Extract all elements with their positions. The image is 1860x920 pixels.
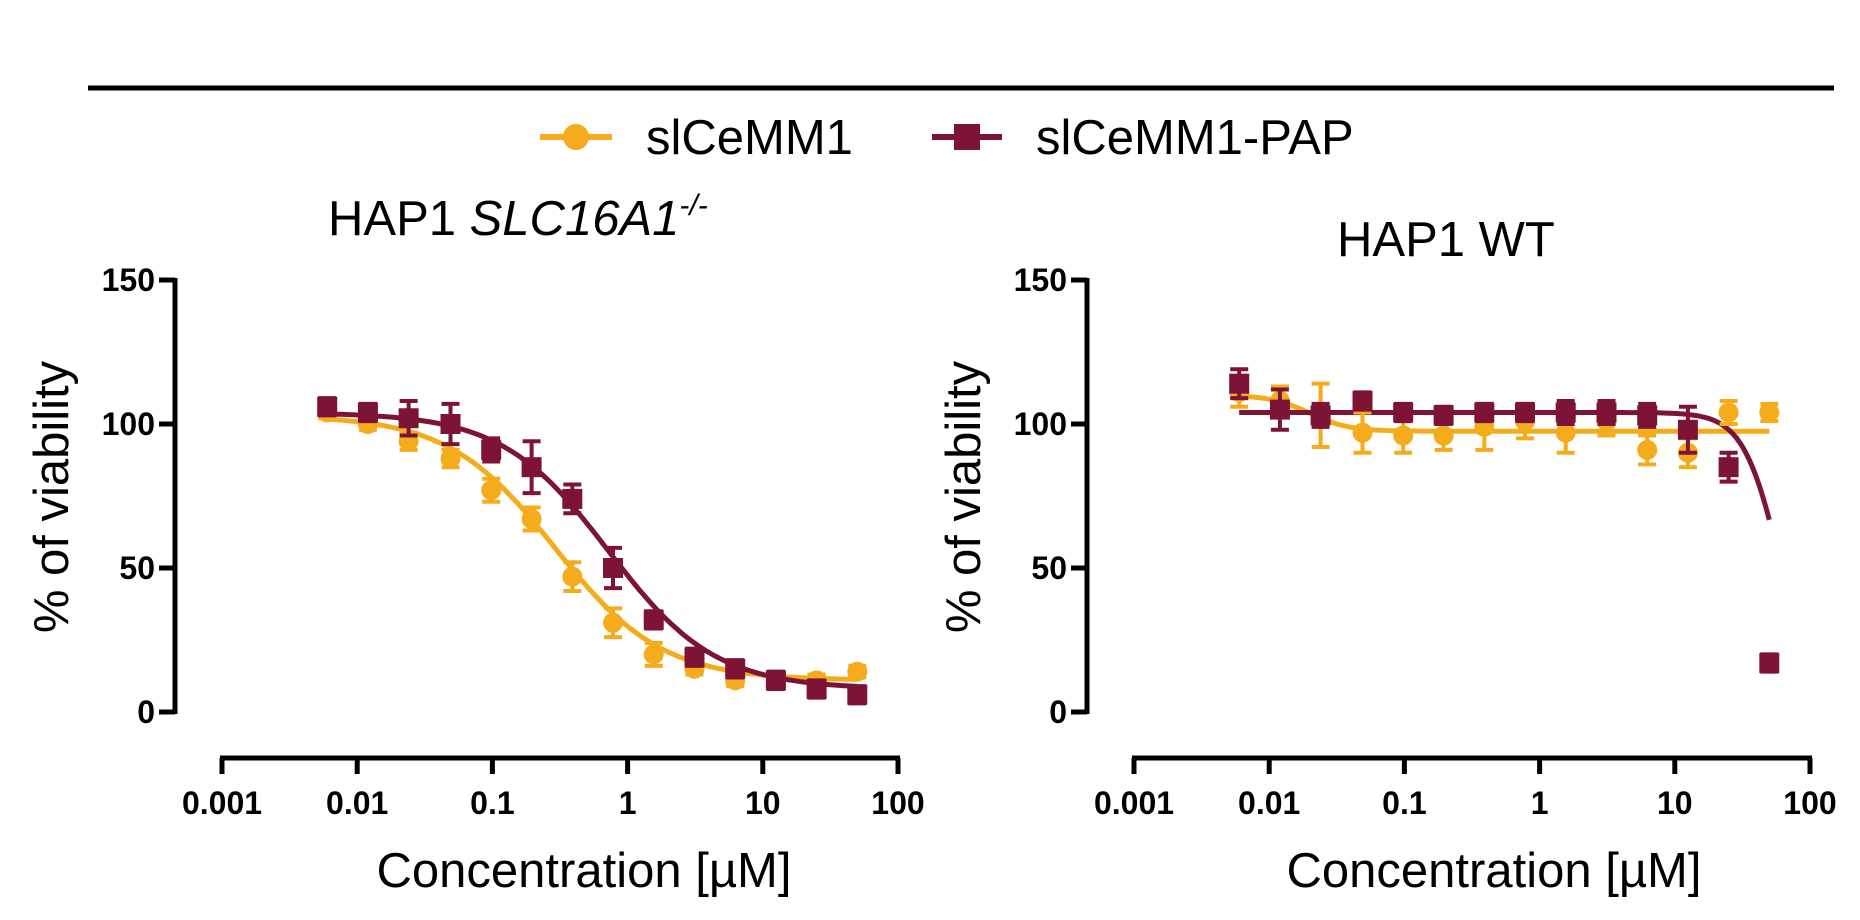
x-tick-label-left: 1: [619, 785, 637, 821]
data-point-slcemm1-pap-right: [1555, 402, 1576, 423]
data-point-slcemm1-pap-left: [765, 670, 786, 691]
y-tick-label-left: 150: [102, 262, 155, 298]
data-point-slcemm1-left: [481, 480, 502, 501]
legend-marker-slcemm1-pap: [954, 124, 980, 150]
data-point-slcemm1-right: [1352, 422, 1373, 443]
data-point-slcemm1-right: [1555, 422, 1576, 443]
panel-title-right-text: HAP1 WT: [1337, 213, 1555, 267]
data-point-slcemm1-pap-left: [684, 647, 705, 668]
x-tick-label-right: 0.001: [1094, 785, 1174, 821]
data-point-slcemm1-left: [562, 566, 583, 587]
x-tick-label-right: 10: [1657, 785, 1693, 821]
data-point-slcemm1-pap-right: [1269, 399, 1290, 420]
data-point-slcemm1-pap-right: [1229, 373, 1250, 394]
data-points-right: [1229, 367, 1780, 674]
x-tick-label-right: 100: [1783, 785, 1836, 821]
data-point-slcemm1-pap-left: [317, 396, 338, 417]
x-axis-title-right: Concentration [µM]: [1287, 844, 1702, 898]
y-tick-label-left: 100: [102, 406, 155, 442]
legend-marker-slcemm1: [563, 124, 589, 150]
y-tick-label-right: 0: [1049, 694, 1067, 730]
x-tick-label-left: 0.1: [470, 785, 514, 821]
data-point-slcemm1-pap-right: [1515, 402, 1536, 423]
data-point-slcemm1-pap-right: [1718, 457, 1739, 478]
data-point-slcemm1-pap-left: [398, 408, 419, 429]
fit-curve-slcemm1-left: [326, 416, 858, 682]
y-tick-label-right: 100: [1014, 406, 1067, 442]
y-tick-label-left: 50: [119, 550, 155, 586]
data-point-slcemm1-left: [643, 644, 664, 665]
legend-item-slcemm1: slCeMM1: [540, 111, 853, 165]
data-point-slcemm1-pap-left: [806, 678, 827, 699]
y-axis-title-left: % of viability: [25, 360, 79, 633]
data-point-slcemm1-pap-right: [1310, 405, 1331, 426]
data-point-slcemm1-right: [1637, 439, 1658, 460]
data-point-slcemm1-pap-right: [1596, 402, 1617, 423]
panel-title-left: HAP1 SLC16A1-/-: [328, 189, 708, 246]
x-tick-label-left: 0.001: [182, 785, 262, 821]
data-point-slcemm1-pap-left: [603, 558, 624, 578]
y-axis-right: 0 50 100 150: [1014, 262, 1090, 730]
data-point-slcemm1-left: [521, 509, 542, 530]
data-point-slcemm1-pap-left: [643, 609, 664, 630]
data-points-left: [317, 396, 868, 706]
panel-title-left-prefix: HAP1: [328, 192, 470, 246]
data-point-slcemm1-pap-left: [481, 439, 502, 460]
x-axis-title-left: Concentration [µM]: [377, 844, 792, 898]
data-point-slcemm1-pap-left: [725, 658, 746, 679]
data-point-slcemm1-pap-right: [1637, 405, 1658, 426]
data-point-slcemm1-left: [603, 612, 624, 633]
data-point-slcemm1-right: [1759, 402, 1780, 423]
x-tick-label-left: 10: [745, 785, 781, 821]
x-tick-label-right: 0.1: [1382, 785, 1426, 821]
data-point-slcemm1-pap-left: [562, 488, 583, 509]
data-point-slcemm1-pap-right: [1352, 390, 1373, 411]
data-point-slcemm1-pap-left: [440, 414, 461, 434]
legend-label-slcemm1: slCeMM1: [646, 111, 853, 165]
legend-item-slcemm1-pap: slCeMM1-PAP: [932, 111, 1354, 165]
data-point-slcemm1-pap-left: [847, 684, 868, 705]
fit-curve-slcemm1-pap-left: [327, 411, 858, 689]
y-tick-label-right: 150: [1014, 262, 1067, 298]
legend: slCeMM1 slCeMM1-PAP: [540, 111, 1354, 165]
data-point-slcemm1-pap-right: [1677, 419, 1698, 440]
chart-panel-left: HAP1 SLC16A1-/- 0 50 100 150 0.001 0.01 0.1 1 1…: [25, 189, 925, 898]
y-axis-title-right: % of viability: [937, 360, 991, 633]
x-axis-right: 0.001 0.01 0.1 1 10 100: [1094, 755, 1837, 821]
data-point-slcemm1-left: [847, 661, 868, 682]
data-point-slcemm1-right: [1433, 425, 1454, 446]
data-point-slcemm1-pap-right: [1433, 405, 1454, 426]
chart-panel-right: HAP1 WT 0 50 100 150 0.001 0.01 0.1 1 10 100 % o…: [937, 213, 1837, 898]
panel-title-right: HAP1 WT: [1337, 213, 1555, 267]
data-point-slcemm1-right: [1718, 402, 1739, 423]
data-point-slcemm1-pap-right: [1474, 402, 1495, 423]
fit-curves-left: [326, 411, 858, 689]
panel-title-left-superscript: -/-: [679, 189, 707, 222]
x-tick-label-right: 0.01: [1238, 785, 1300, 821]
data-point-slcemm1-pap-left: [521, 457, 542, 478]
y-axis-left: 0 50 100 150: [102, 262, 178, 730]
panel-title-left-gene: SLC16A1: [470, 192, 680, 246]
y-tick-label-right: 50: [1031, 550, 1067, 586]
x-axis-left: 0.001 0.01 0.1 1 10 100: [182, 755, 925, 821]
data-point-slcemm1-right: [1393, 425, 1414, 446]
x-tick-label-left: 100: [871, 785, 924, 821]
data-point-slcemm1-pap-right: [1759, 653, 1780, 674]
x-tick-label-right: 1: [1531, 785, 1549, 821]
x-tick-label-left: 0.01: [326, 785, 388, 821]
data-point-slcemm1-pap-right: [1393, 402, 1414, 423]
data-point-slcemm1-left: [440, 448, 461, 469]
legend-label-slcemm1-pap: slCeMM1-PAP: [1036, 111, 1354, 165]
data-point-slcemm1-pap-left: [357, 402, 378, 423]
y-tick-label-left: 0: [137, 694, 155, 730]
